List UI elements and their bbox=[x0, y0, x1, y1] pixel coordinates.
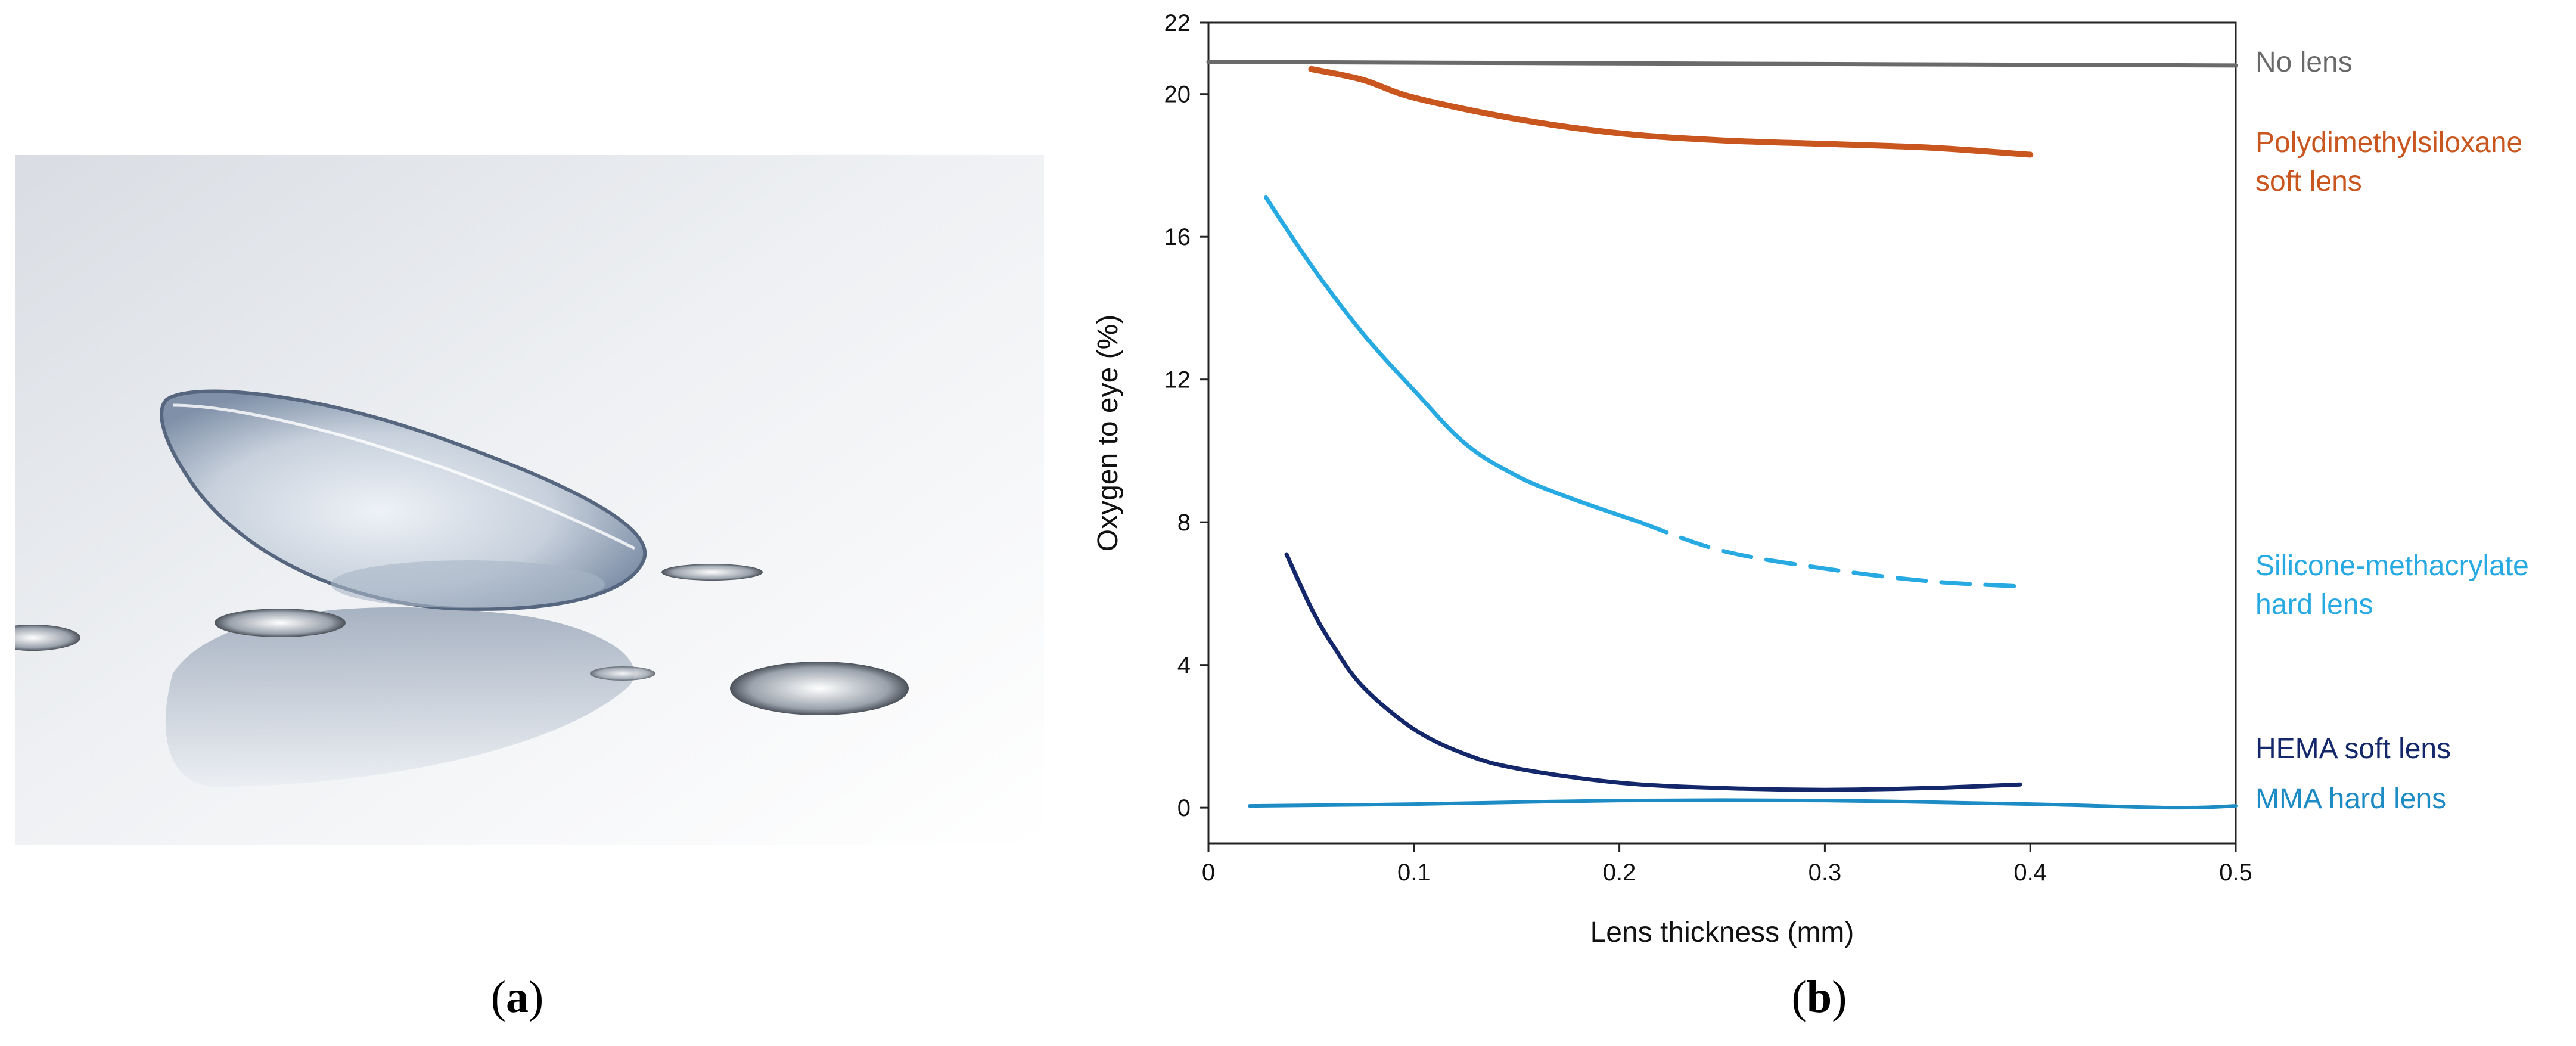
y-tick-label: 8 bbox=[1177, 510, 1191, 536]
series-line-hema bbox=[1284, 552, 2022, 792]
series-label-hema: HEMA soft lens bbox=[2255, 733, 2451, 765]
x-tick-label: 0.3 bbox=[1809, 859, 1842, 886]
panel-label-b: (b) bbox=[1791, 972, 1847, 1022]
series-line-silicone-dashed bbox=[1637, 520, 2022, 589]
series-label-no_lens: No lens bbox=[2255, 46, 2353, 78]
axes: 0 0.1 0.2 0.3 0.4 0.5 0 4 8 12 16 20 22 bbox=[1164, 10, 2252, 886]
series-line-pdms bbox=[1308, 66, 2034, 158]
series-lines bbox=[1206, 60, 2238, 810]
x-tick-label: 0.2 bbox=[1603, 859, 1636, 886]
x-tick-label: 0.1 bbox=[1397, 859, 1431, 886]
series-line-no_lens bbox=[1206, 60, 2238, 68]
y-tick-label: 20 bbox=[1164, 82, 1191, 108]
series-label-silicone: hard lens bbox=[2255, 589, 2373, 620]
x-tick-label: 0 bbox=[1202, 859, 1215, 886]
x-axis-title: Lens thickness (mm) bbox=[1590, 917, 1854, 948]
plot-frame bbox=[1207, 21, 2237, 845]
series-labels: No lens Polydimethylsiloxane soft lens Sili… bbox=[2255, 46, 2529, 815]
series-label-pdms: Polydimethylsiloxane bbox=[2255, 127, 2522, 159]
series-line-silicone bbox=[1264, 195, 1642, 524]
contact-lens-photo bbox=[15, 155, 1044, 845]
x-tick-label: 0.5 bbox=[2219, 859, 2252, 886]
panel-label-a: (a) bbox=[490, 972, 544, 1022]
y-tick-label: 22 bbox=[1164, 10, 1191, 36]
series-label-pdms: soft lens bbox=[2255, 166, 2362, 197]
y-tick-label: 16 bbox=[1164, 224, 1191, 250]
y-tick-label: 0 bbox=[1177, 795, 1191, 821]
series-label-silicone: Silicone-methacrylate bbox=[2255, 550, 2529, 582]
series-label-mma: MMA hard lens bbox=[2255, 783, 2446, 815]
y-tick-label: 4 bbox=[1177, 653, 1191, 679]
series-line-mma bbox=[1247, 798, 2238, 810]
contact-lens-illustration bbox=[15, 155, 1044, 845]
y-tick-label: 12 bbox=[1164, 367, 1191, 393]
x-tick-label: 0.4 bbox=[2013, 859, 2047, 886]
y-axis-title: Oxygen to eye (%) bbox=[1092, 315, 1124, 552]
